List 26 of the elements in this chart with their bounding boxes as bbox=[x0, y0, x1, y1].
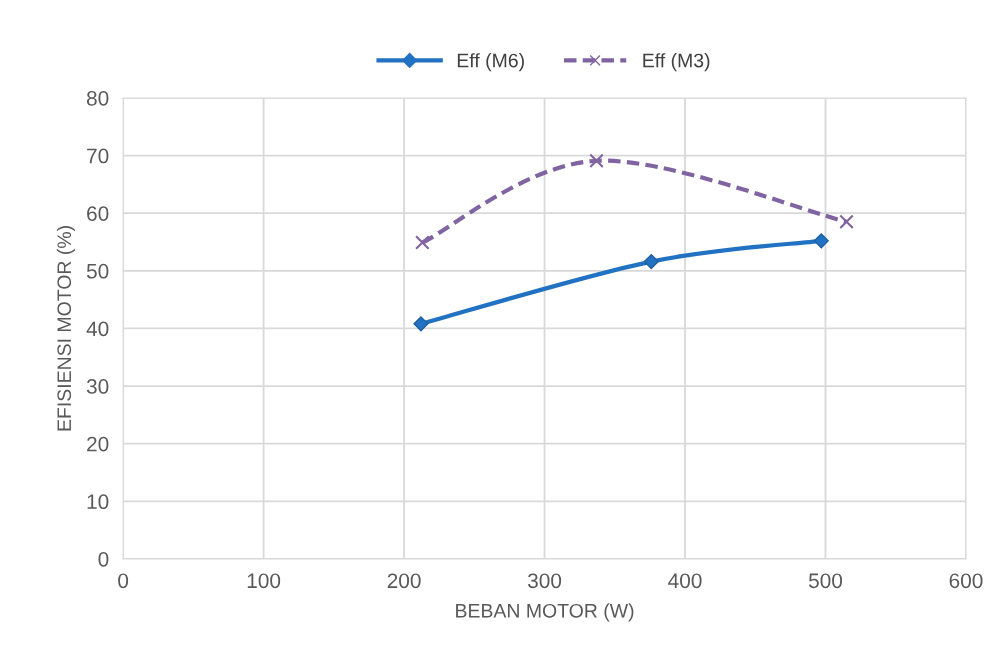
point bbox=[643, 254, 659, 270]
x-tick-label: 200 bbox=[387, 573, 421, 589]
x-tick-label: 300 bbox=[527, 573, 562, 589]
y-tick-label: 50 bbox=[86, 263, 109, 279]
y-tick-label: 0 bbox=[98, 551, 109, 567]
y-tick-label: 30 bbox=[86, 379, 109, 394]
x-tick-label: 600 bbox=[949, 573, 983, 589]
legend-label: Eff (M3) bbox=[643, 53, 710, 72]
y-tick-label: 40 bbox=[86, 321, 109, 337]
point bbox=[813, 233, 829, 249]
x-tick-label: 0 bbox=[118, 573, 129, 589]
legend-label: Eff (M6) bbox=[457, 53, 524, 72]
y-axis-title: EFISIENSI MOTOR (%) bbox=[56, 226, 75, 431]
point bbox=[415, 235, 430, 250]
x-axis-title: BEBAN MOTOR (W) bbox=[456, 603, 634, 622]
x-tick-label: 100 bbox=[247, 573, 281, 589]
y-tick-label: 10 bbox=[87, 494, 109, 510]
x-tick-label: 500 bbox=[808, 573, 843, 589]
y-tick-label: 20 bbox=[87, 436, 109, 452]
point bbox=[589, 153, 604, 169]
x-tick-label: 400 bbox=[668, 573, 702, 589]
point bbox=[839, 214, 854, 230]
y-tick-label: 70 bbox=[87, 148, 109, 164]
y-tick-label: 80 bbox=[86, 90, 109, 106]
y-tick-label: 60 bbox=[87, 206, 109, 221]
point bbox=[413, 316, 429, 332]
